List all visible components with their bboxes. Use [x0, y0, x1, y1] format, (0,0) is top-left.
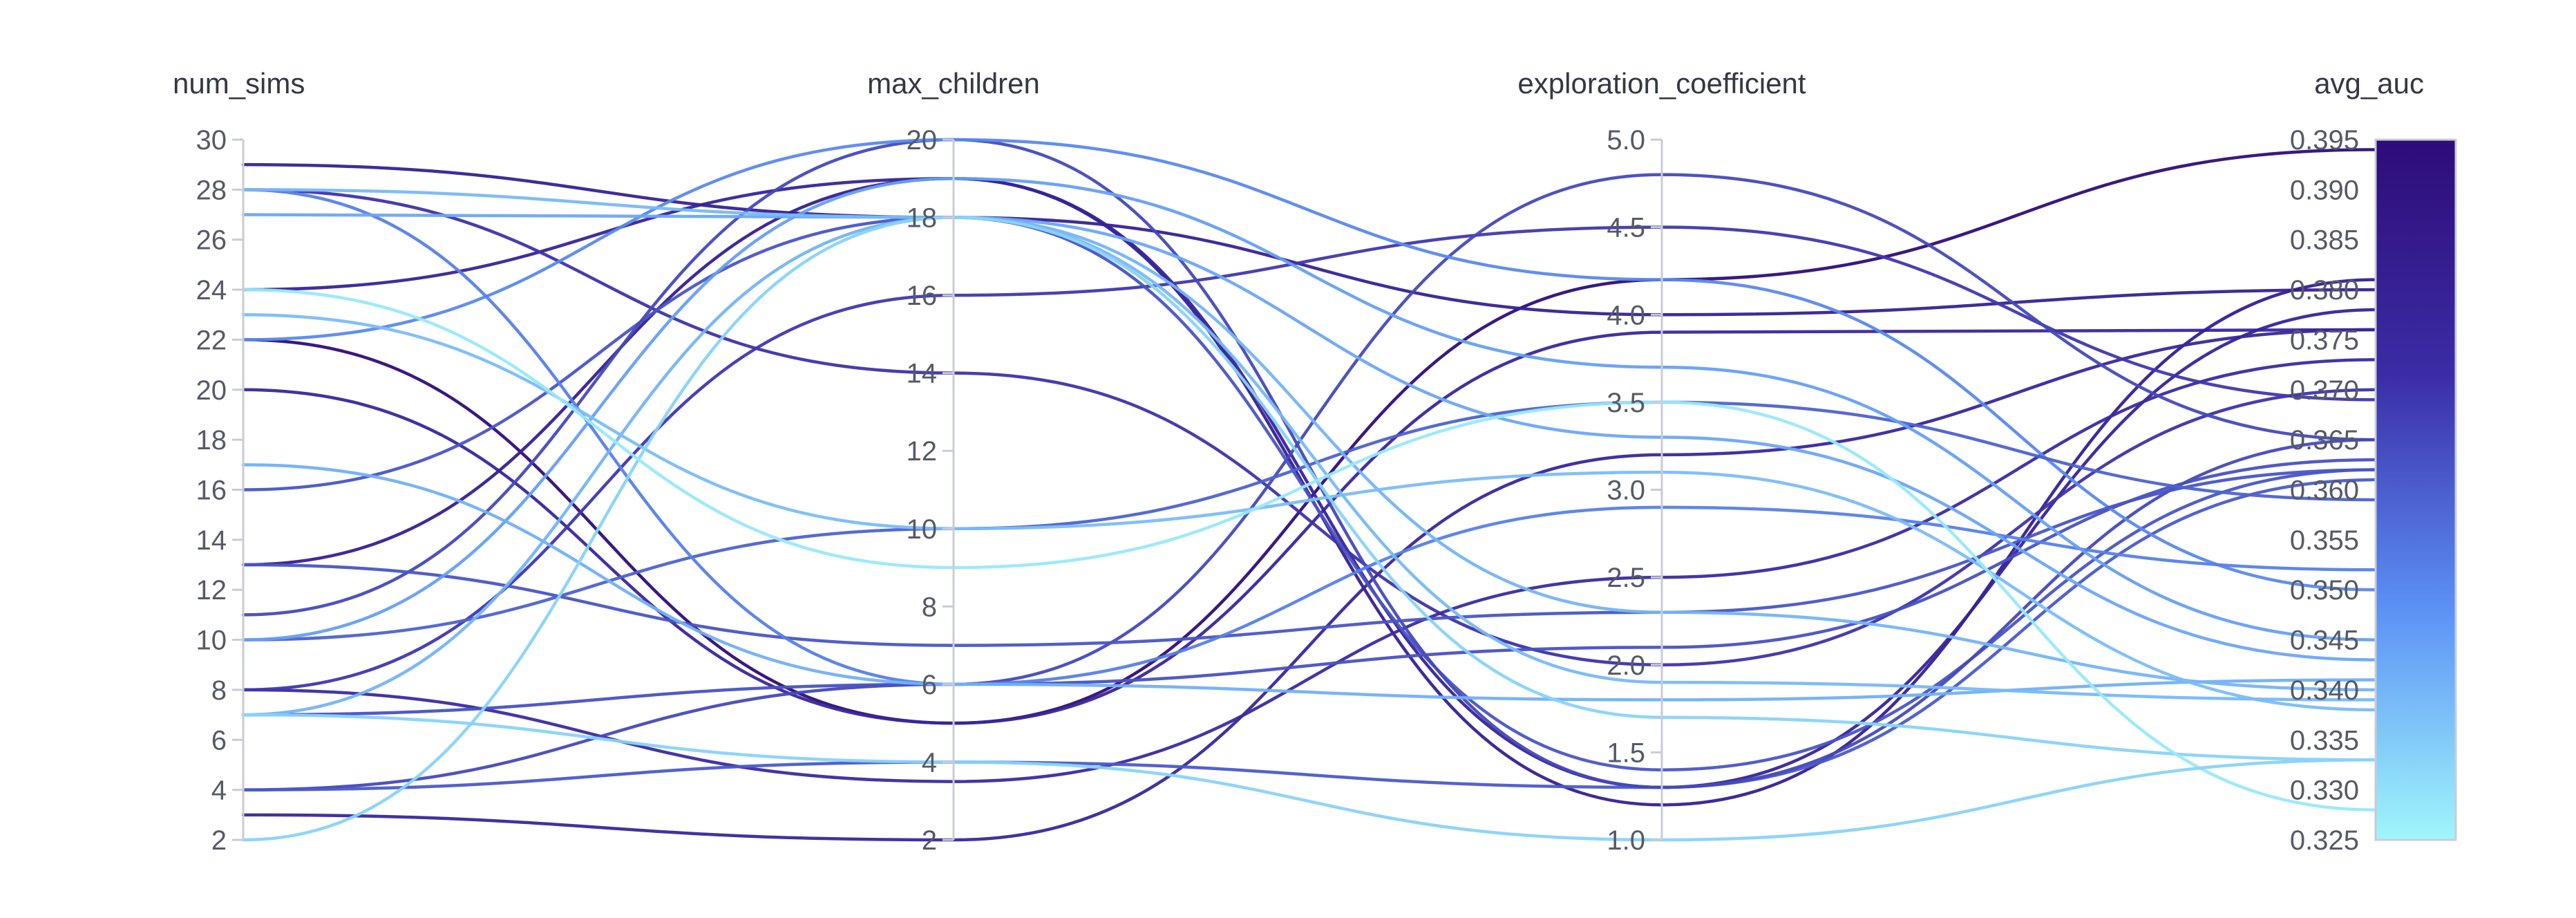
tick-label-exploration-coefficient: 2.5 — [1607, 563, 1645, 593]
tick-label-avg-auc: 0.395 — [2290, 125, 2359, 156]
run-lines — [241, 138, 2378, 842]
tick-label-avg-auc: 0.360 — [2290, 476, 2359, 506]
tick-label-avg-auc: 0.335 — [2290, 725, 2359, 756]
tick-label-max-children: 16 — [907, 281, 938, 311]
tick-label-num-sims: 14 — [196, 525, 227, 556]
tick-label-exploration-coefficient: 3.0 — [1607, 476, 1645, 506]
axis-title-exploration-coefficient: exploration_coefficient — [1517, 67, 1806, 100]
run-line-15[interactable] — [241, 138, 2378, 592]
tick-label-avg-auc: 0.330 — [2290, 776, 2359, 806]
tick-label-num-sims: 20 — [196, 375, 227, 406]
tick-label-avg-auc: 0.390 — [2290, 175, 2359, 205]
tick-label-max-children: 8 — [922, 592, 937, 622]
tick-label-exploration-coefficient: 3.5 — [1607, 388, 1645, 418]
tick-label-avg-auc: 0.325 — [2290, 825, 2359, 856]
tick-label-num-sims: 10 — [196, 626, 227, 656]
tick-label-num-sims: 24 — [196, 275, 227, 306]
tick-label-num-sims: 18 — [196, 425, 227, 456]
run-line-13[interactable] — [241, 138, 2378, 789]
tick-label-avg-auc: 0.385 — [2290, 225, 2359, 256]
run-line-11[interactable] — [241, 216, 2378, 771]
axis-title-num-sims: num_sims — [173, 67, 305, 100]
run-line-16[interactable] — [241, 468, 2378, 647]
run-line-20[interactable] — [241, 213, 2378, 662]
axis-title-max-children: max_children — [867, 67, 1040, 100]
tick-label-avg-auc: 0.345 — [2290, 626, 2359, 656]
tick-label-avg-auc: 0.365 — [2290, 425, 2359, 456]
tick-label-avg-auc: 0.350 — [2290, 575, 2359, 606]
axes: num_sims24681012141618202224262830max_ch… — [173, 67, 2424, 856]
run-line-22[interactable] — [241, 216, 2378, 717]
tick-label-max-children: 6 — [922, 670, 937, 700]
tick-label-avg-auc: 0.355 — [2290, 525, 2359, 556]
tick-label-num-sims: 2 — [211, 825, 227, 856]
run-line-26[interactable] — [241, 288, 2378, 812]
tick-label-avg-auc: 0.380 — [2290, 275, 2359, 306]
tick-label-exploration-coefficient: 5.0 — [1607, 125, 1645, 156]
tick-label-max-children: 14 — [907, 359, 938, 389]
tick-label-exploration-coefficient: 4.0 — [1607, 300, 1645, 330]
run-line-1[interactable] — [241, 148, 2378, 725]
tick-label-exploration-coefficient: 2.0 — [1607, 650, 1645, 681]
tick-label-num-sims: 6 — [211, 725, 227, 756]
color-scale-gradient — [2374, 138, 2457, 841]
run-line-27[interactable] — [241, 713, 2378, 842]
run-line-23[interactable] — [241, 313, 2378, 712]
run-line-24[interactable] — [241, 188, 2378, 702]
run-line-6[interactable] — [241, 328, 2378, 842]
tick-label-max-children: 4 — [922, 747, 937, 778]
tick-label-num-sims: 28 — [196, 175, 227, 205]
color-scale-bar — [2374, 138, 2457, 841]
tick-label-num-sims: 26 — [196, 225, 227, 256]
tick-label-exploration-coefficient: 4.5 — [1607, 213, 1645, 243]
run-line-19[interactable] — [241, 177, 2378, 641]
run-line-25[interactable] — [241, 216, 2378, 842]
tick-label-num-sims: 4 — [211, 776, 227, 806]
tick-label-num-sims: 22 — [196, 325, 227, 355]
tick-label-max-children: 10 — [907, 514, 938, 545]
tick-label-max-children: 18 — [907, 203, 938, 234]
tick-label-avg-auc: 0.370 — [2290, 375, 2359, 406]
run-line-9[interactable] — [241, 225, 2378, 692]
run-line-10[interactable] — [241, 173, 2378, 791]
axis-title-avg-auc: avg_auc — [2314, 67, 2424, 100]
tick-label-avg-auc: 0.375 — [2290, 325, 2359, 355]
tick-label-num-sims: 30 — [196, 125, 227, 156]
tick-label-avg-auc: 0.340 — [2290, 675, 2359, 706]
tick-label-max-children: 2 — [922, 825, 937, 856]
tick-label-exploration-coefficient: 1.0 — [1607, 825, 1645, 856]
tick-label-num-sims: 16 — [196, 476, 227, 506]
run-line-3[interactable] — [241, 162, 2378, 317]
run-line-7[interactable] — [241, 188, 2378, 667]
tick-label-num-sims: 12 — [196, 575, 227, 606]
tick-label-exploration-coefficient: 1.5 — [1607, 738, 1645, 768]
tick-label-max-children: 20 — [907, 125, 938, 156]
tick-label-max-children: 12 — [907, 436, 938, 467]
tick-label-num-sims: 8 — [211, 675, 227, 706]
